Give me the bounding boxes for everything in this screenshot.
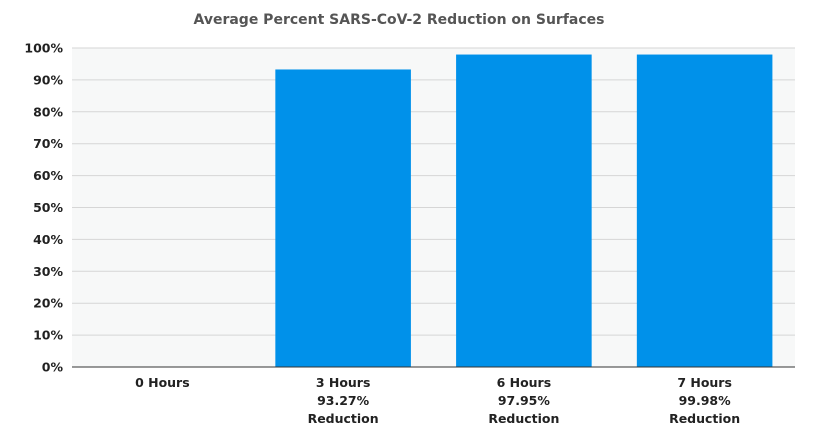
x-tick-label: 6 Hours [497, 375, 552, 390]
x-axis-labels: 0 Hours 3 Hours 93.27% Reduction 6 Hours 97.9… [135, 375, 740, 426]
bar-value-suffix: Reduction [488, 411, 559, 426]
y-axis-ticks: 0% 10% 20% 30% 40% 50% 60% 70% 80% 90% 100% [24, 41, 63, 375]
y-tick-label: 70% [33, 136, 63, 151]
bar-value-suffix: Reduction [308, 411, 379, 426]
x-tick-label: 7 Hours [677, 375, 732, 390]
bar-value-label: 99.98% [679, 393, 732, 408]
y-tick-label: 30% [33, 264, 63, 279]
y-tick-label: 60% [33, 168, 63, 183]
y-tick-label: 10% [33, 328, 63, 343]
bar-value-label: 97.95% [498, 393, 551, 408]
bar [275, 69, 411, 368]
x-tick-label: 0 Hours [135, 375, 190, 390]
x-tick-label: 3 Hours [316, 375, 371, 390]
chart-title: Average Percent SARS-CoV-2 Reduction on … [193, 12, 604, 28]
bar-value-label: 93.27% [317, 393, 370, 408]
y-tick-label: 80% [33, 104, 63, 119]
y-tick-label: 50% [33, 200, 63, 215]
bars [275, 54, 773, 368]
y-tick-label: 40% [33, 232, 63, 247]
y-tick-label: 90% [33, 72, 63, 87]
bar [636, 54, 773, 368]
y-tick-label: 20% [33, 296, 63, 311]
y-tick-label: 0% [42, 360, 64, 375]
y-tick-label: 100% [24, 41, 63, 56]
bar [456, 54, 592, 368]
bar-value-suffix: Reduction [669, 411, 740, 426]
